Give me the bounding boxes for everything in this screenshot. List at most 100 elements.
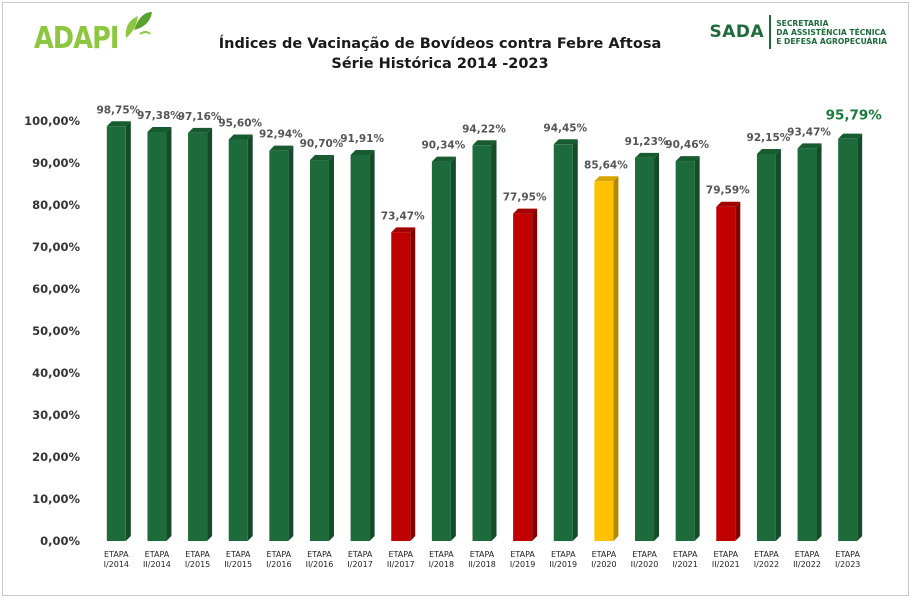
bar-top: [147, 127, 172, 133]
x-tick-label: ETAPA: [795, 550, 820, 559]
y-tick-label: 0,00%: [40, 534, 80, 548]
bar-top: [594, 176, 619, 182]
bar-side: [247, 134, 253, 542]
bar-front: [635, 157, 655, 542]
bar-top: [391, 227, 416, 233]
bar-front: [675, 161, 695, 541]
x-tick-label: ETAPA: [348, 550, 373, 559]
sada-logo: SADA SECRETARIA DA ASSISTÊNCIA TÉCNICA E…: [710, 12, 887, 52]
bar-top: [675, 156, 700, 162]
x-tick-label: I/2022: [754, 560, 779, 569]
bar: [716, 201, 741, 542]
x-tick-label: I/2017: [347, 560, 372, 569]
data-label: 94,22%: [462, 123, 506, 135]
bar-top: [472, 140, 497, 146]
bar: [431, 156, 456, 541]
bar-front: [431, 161, 451, 541]
bar: [635, 152, 660, 542]
x-tick-label: I/2014: [104, 560, 129, 569]
bar-front: [106, 126, 126, 541]
bar-side: [125, 121, 131, 541]
chart-title-block: Índices de Vacinação de Bovídeos contra …: [0, 34, 880, 74]
bar-front: [553, 144, 573, 541]
bar-front: [147, 132, 167, 541]
data-label: 92,15%: [747, 132, 791, 144]
bar-side: [654, 152, 660, 542]
x-tick-label: ETAPA: [714, 550, 739, 559]
data-label: 94,45%: [543, 122, 587, 134]
data-label: 95,60%: [218, 117, 262, 129]
data-label: 79,59%: [706, 185, 750, 197]
data-label: 97,16%: [178, 111, 222, 123]
sada-logo-line: E DEFESA AGROPECUÁRIA: [776, 36, 887, 46]
data-label: 93,47%: [787, 126, 831, 138]
bar: [472, 140, 497, 541]
data-label: 90,34%: [422, 140, 466, 152]
data-label: 91,91%: [340, 133, 384, 145]
sada-logo-subtitle: SECRETARIA DA ASSISTÊNCIA TÉCNICA E DEFE…: [776, 19, 887, 46]
bar-side: [613, 176, 619, 541]
bar: [797, 143, 822, 541]
bar-top: [106, 121, 131, 127]
x-tick-label: ETAPA: [104, 550, 129, 559]
bar-top: [228, 134, 253, 140]
x-tick-label: II/2019: [549, 560, 577, 569]
bar-front: [513, 213, 533, 542]
x-tick-label: II/2022: [793, 560, 821, 569]
bar-front: [838, 138, 858, 541]
bar-top: [716, 201, 741, 207]
sada-logo-line: SECRETARIA: [776, 18, 829, 28]
x-tick-label: ETAPA: [673, 550, 698, 559]
data-label: 95,79%: [826, 108, 883, 124]
data-label: 85,64%: [584, 159, 628, 171]
y-tick-label: 80,00%: [32, 198, 80, 212]
data-label: 77,95%: [503, 192, 547, 204]
x-tick-label: ETAPA: [835, 550, 860, 559]
x-tick-label: ETAPA: [470, 550, 495, 559]
bar-front: [391, 232, 411, 541]
bar: [391, 227, 416, 541]
bar-front: [797, 148, 817, 541]
x-tick-label: ETAPA: [185, 550, 210, 559]
bar-side: [694, 156, 700, 541]
x-tick-label: II/2018: [468, 560, 496, 569]
x-tick-label: ETAPA: [429, 550, 454, 559]
adapi-logo: ADAPI: [34, 12, 152, 54]
bar-side: [166, 127, 172, 541]
chart-subtitle: Série Histórica 2014 -2023: [331, 56, 549, 72]
bar: [309, 155, 334, 541]
bar: [675, 156, 700, 541]
x-tick-label: II/2020: [631, 560, 659, 569]
sada-logo-separator: [769, 15, 772, 49]
bar-top: [513, 208, 538, 214]
bar-front: [716, 206, 736, 542]
x-tick-label: ETAPA: [145, 550, 170, 559]
data-label: 90,70%: [300, 138, 344, 150]
chart-title: Índices de Vacinação de Bovídeos contra …: [218, 36, 662, 52]
y-tick-label: 50,00%: [32, 324, 80, 338]
bar-top: [309, 155, 334, 161]
x-tick-label: ETAPA: [632, 550, 657, 559]
bar-side: [410, 227, 416, 541]
x-tick-label: II/2014: [143, 560, 171, 569]
x-tick-label: I/2023: [835, 560, 860, 569]
x-tick-label: I/2021: [672, 560, 697, 569]
x-tick-label: I/2018: [429, 560, 454, 569]
sada-logo-line: DA ASSISTÊNCIA TÉCNICA: [776, 27, 887, 37]
bar-top: [431, 156, 456, 162]
x-tick-label: II/2017: [387, 560, 415, 569]
y-tick-label: 60,00%: [32, 282, 80, 296]
bar-side: [491, 140, 497, 541]
bar-top: [553, 139, 578, 145]
bar: [106, 121, 131, 541]
bar-side: [775, 148, 781, 541]
x-tick-label: ETAPA: [754, 550, 779, 559]
y-tick-label: 90,00%: [32, 156, 80, 170]
bar-front: [350, 154, 370, 541]
bar-side: [288, 145, 294, 542]
x-tick-label: I/2020: [591, 560, 616, 569]
bar: [269, 145, 294, 542]
x-tick-label: I/2016: [266, 560, 291, 569]
x-tick-label: ETAPA: [226, 550, 251, 559]
